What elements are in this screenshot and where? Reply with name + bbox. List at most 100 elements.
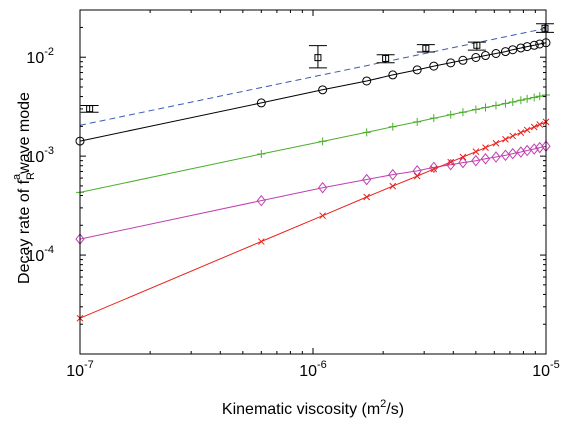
series-2 <box>76 90 550 197</box>
data-point <box>458 108 467 117</box>
series-line <box>79 42 547 142</box>
data-point <box>257 150 266 159</box>
data-point <box>529 40 539 50</box>
y-tick-label-exp: -3 <box>44 145 54 157</box>
y-axis-label: Decay rate of fRawave mode <box>11 92 37 284</box>
data-point <box>430 165 438 173</box>
data-point <box>86 105 94 113</box>
data-point <box>508 97 517 106</box>
x-tick-label: 10-7 <box>66 359 94 380</box>
series-4 <box>76 118 550 322</box>
y-tick-label: 10-2 <box>26 46 54 67</box>
x-tick-label-base: 10 <box>66 363 84 380</box>
series-line <box>79 145 547 240</box>
data-point <box>446 58 456 68</box>
data-point <box>492 139 500 147</box>
data-point <box>523 126 531 134</box>
error-bar <box>308 45 327 69</box>
data-point <box>509 132 517 140</box>
data-point <box>314 54 322 62</box>
data-point <box>422 44 430 52</box>
y-tick-label-base: 10 <box>26 248 44 265</box>
data-point <box>413 117 422 126</box>
y-axis-label-suffix: wave mode <box>16 92 33 175</box>
data-point <box>522 42 532 52</box>
data-point <box>319 212 326 220</box>
data-point <box>482 144 489 151</box>
y-tick-label: 10-4 <box>26 244 54 265</box>
data-point <box>530 123 538 131</box>
series-layer <box>75 23 554 322</box>
data-point <box>256 98 266 108</box>
y-axis-label-prefix: Decay rate of f <box>16 179 33 284</box>
data-point <box>429 114 438 123</box>
y-axis-label-sub: R <box>25 172 37 180</box>
data-point <box>481 51 491 61</box>
data-point <box>516 43 526 53</box>
data-point <box>516 96 525 105</box>
data-point <box>472 148 480 156</box>
data-point <box>523 94 532 103</box>
data-point <box>491 101 500 110</box>
data-point <box>508 147 518 160</box>
x-axis-label-prefix: Kinematic viscosity (m <box>222 401 380 418</box>
data-point <box>471 154 481 167</box>
data-point <box>447 158 455 166</box>
y-tick-label-exp: -2 <box>44 46 54 58</box>
data-point <box>382 55 390 63</box>
data-point <box>413 172 421 180</box>
data-point <box>459 153 467 161</box>
data-point <box>388 122 397 131</box>
data-point <box>412 65 422 75</box>
data-point <box>429 161 439 174</box>
y-tick-label-exp: -4 <box>44 244 54 256</box>
data-point <box>318 181 328 194</box>
data-point <box>256 194 266 207</box>
data-point <box>491 49 501 59</box>
data-point <box>480 152 491 165</box>
data-point <box>491 151 501 163</box>
y-tick-label: 10-3 <box>26 145 54 166</box>
series-3 <box>75 140 551 245</box>
y-axis-label-sup: a <box>11 173 23 180</box>
x-tick-label-exp: -5 <box>550 359 560 371</box>
data-point <box>481 103 490 112</box>
data-point <box>535 92 544 101</box>
data-point <box>536 121 544 128</box>
x-axis-label-suffix: /s) <box>386 401 404 418</box>
data-point <box>517 129 525 136</box>
x-axis-label: Kinematic viscosity (m2/s) <box>222 398 404 418</box>
series-5 <box>80 23 554 113</box>
data-point <box>502 135 509 143</box>
x-tick-label-exp: -7 <box>84 359 94 371</box>
data-point <box>458 55 468 65</box>
data-point <box>471 53 481 63</box>
data-point <box>257 238 265 245</box>
data-point <box>362 76 372 86</box>
data-point <box>446 110 455 119</box>
x-axis-label-sup: 2 <box>380 398 386 410</box>
data-point <box>535 39 545 49</box>
data-point <box>362 173 372 186</box>
data-point <box>318 85 328 95</box>
data-point <box>458 156 468 169</box>
data-point <box>473 41 481 49</box>
x-tick-label-exp: -6 <box>317 359 327 371</box>
error-bar <box>416 44 435 53</box>
data-point <box>363 193 371 201</box>
data-point <box>318 137 327 146</box>
x-tick-label-base: 10 <box>299 363 317 380</box>
data-point <box>501 99 510 108</box>
y-tick-label-base: 10 <box>26 50 44 67</box>
x-tick-label: 10-5 <box>532 359 560 380</box>
y-tick-label-base: 10 <box>26 149 44 166</box>
data-point <box>388 70 398 80</box>
data-point <box>471 105 480 114</box>
x-tick-label: 10-6 <box>299 359 327 380</box>
x-tick-label-base: 10 <box>532 363 550 380</box>
axes-layer: 10-7 10-6 10-510-410-310-2 <box>26 9 560 380</box>
data-point <box>388 168 398 181</box>
data-point <box>362 128 371 137</box>
data-point <box>429 61 439 71</box>
